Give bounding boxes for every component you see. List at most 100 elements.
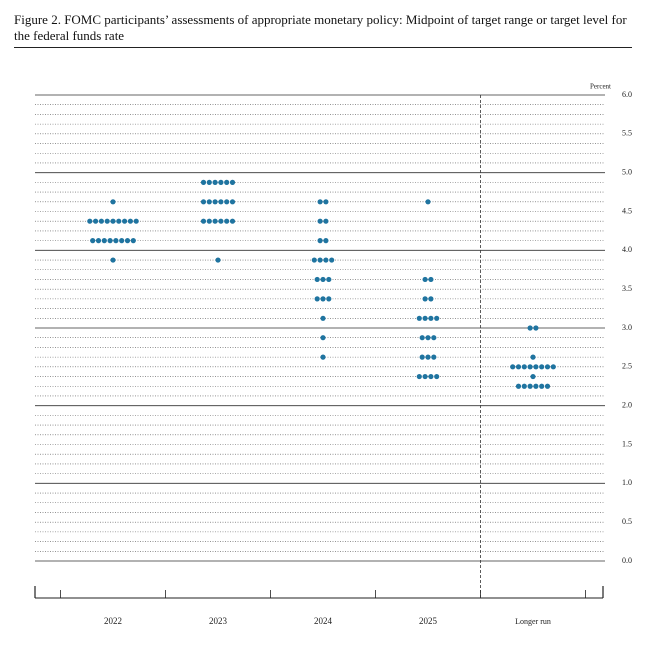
dot (431, 335, 437, 341)
dot (104, 218, 110, 224)
y-tick-label: 6.0 (622, 90, 632, 99)
dot (215, 257, 221, 263)
dot (527, 325, 533, 331)
dot (320, 315, 326, 321)
dot (539, 383, 545, 389)
dot (122, 218, 128, 224)
dot (224, 218, 230, 224)
dot (130, 238, 136, 244)
dot (110, 218, 116, 224)
dot (229, 179, 236, 185)
dot (323, 199, 329, 205)
dot (416, 373, 422, 380)
dot (422, 296, 428, 302)
x-tick-label: 2022 (104, 616, 122, 626)
dot (218, 179, 224, 185)
dot (530, 373, 536, 380)
y-tick-label: 3.5 (622, 284, 632, 293)
dot (116, 218, 122, 224)
dot (544, 383, 551, 389)
dot (206, 218, 212, 224)
dot (133, 218, 139, 224)
y-tick-label: 5.5 (622, 129, 632, 138)
dot (87, 218, 93, 224)
dot (119, 238, 125, 244)
dot (425, 335, 431, 341)
y-tick-label: 2.5 (622, 362, 632, 371)
dot (428, 315, 434, 321)
dot (539, 364, 545, 370)
y-tick-label: 5.0 (622, 167, 632, 176)
dot (127, 218, 133, 224)
dot (533, 364, 539, 370)
dot (317, 257, 323, 263)
dot (320, 335, 326, 341)
dot (428, 296, 434, 302)
dot (320, 276, 326, 283)
dot (107, 238, 113, 244)
dot (550, 364, 556, 370)
y-tick-label: 1.0 (622, 478, 632, 487)
y-tick-label: 1.5 (622, 439, 632, 448)
dot (419, 335, 425, 341)
dot (110, 199, 116, 205)
y-tick-label: 0.0 (622, 556, 632, 565)
dot (314, 276, 320, 283)
x-tick-label: 2023 (209, 616, 228, 626)
dot (95, 238, 102, 244)
dot (212, 179, 218, 185)
dot (317, 218, 323, 224)
dot (533, 383, 539, 389)
dot (113, 238, 119, 244)
dot (224, 179, 230, 185)
dot (326, 276, 332, 283)
dot (317, 238, 323, 244)
dot (317, 199, 323, 205)
dot (218, 218, 224, 224)
dot (124, 238, 131, 244)
dot (419, 354, 425, 360)
dot (212, 199, 218, 205)
dot (311, 257, 317, 263)
dot (101, 238, 107, 244)
x-tick-label: 2024 (314, 616, 333, 626)
dot (90, 238, 96, 244)
dot (422, 315, 428, 321)
dot (229, 218, 236, 224)
dot (521, 383, 527, 389)
y-tick-label: 2.0 (622, 400, 632, 409)
dot (212, 218, 218, 224)
dot (206, 179, 212, 185)
dot (527, 383, 533, 389)
dot (515, 364, 522, 370)
dot (544, 364, 551, 370)
y-tick-label: 4.5 (622, 206, 632, 215)
dot (218, 199, 224, 205)
dot (323, 257, 329, 263)
dot (224, 199, 230, 205)
dot (530, 354, 536, 360)
dot (110, 257, 116, 263)
dot (98, 218, 104, 224)
y-tick-label: 3.0 (622, 323, 632, 332)
dot (425, 354, 431, 360)
dot (93, 218, 99, 224)
chart-title: Figure 2. FOMC participants’ assessments… (14, 12, 632, 48)
x-tick-label: 2025 (419, 616, 438, 626)
dot (314, 296, 320, 302)
dot (422, 276, 428, 283)
dot (533, 325, 539, 331)
dot (416, 315, 422, 321)
dot (428, 276, 434, 283)
dot (510, 364, 516, 370)
y-tick-label: 0.5 (622, 517, 632, 526)
dot (323, 238, 329, 244)
dot (521, 364, 527, 370)
dot (428, 373, 434, 380)
dot (425, 199, 431, 205)
dot (434, 315, 440, 321)
x-tick-label: Longer run (515, 617, 551, 626)
dot (323, 218, 329, 224)
